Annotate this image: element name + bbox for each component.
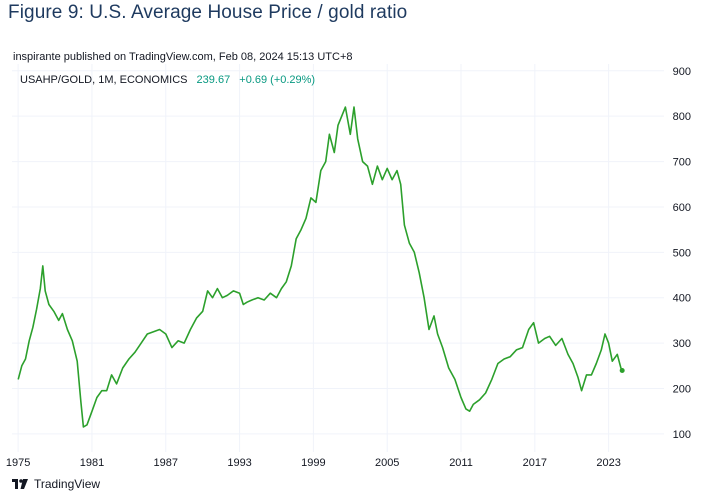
y-axis-ticks: 100 200 300 400 500 600 700 800 900: [673, 66, 691, 441]
chart-legend[interactable]: USAHP/GOLD, 1M, ECONOMICS 239.67 +0.69 (…: [20, 74, 315, 86]
x-tick-label: 2005: [375, 457, 399, 469]
legend-symbol: USAHP/GOLD, 1M, ECONOMICS: [20, 74, 188, 86]
y-tick-label: 700: [673, 157, 691, 169]
y-tick-label: 100: [673, 429, 691, 441]
y-tick-label: 300: [673, 338, 691, 350]
y-tick-label: 500: [673, 247, 691, 259]
x-tick-label: 1993: [227, 457, 251, 469]
tradingview-icon: [12, 479, 28, 489]
legend-last-value: 239.67: [196, 74, 231, 86]
series-line-usahp-gold: [17, 106, 623, 428]
brand-label: TradingView: [34, 477, 101, 491]
y-tick-label: 900: [673, 66, 691, 78]
x-tick-label: 2023: [596, 457, 620, 469]
tradingview-logo[interactable]: TradingView: [12, 477, 100, 491]
y-tick-label: 600: [673, 202, 691, 214]
y-tick-label: 200: [673, 383, 691, 395]
figure-title: Figure 9: U.S. Average House Price / gol…: [8, 2, 408, 23]
x-tick-label: 1975: [6, 457, 30, 469]
y-tick-label: 800: [673, 111, 691, 123]
published-caption: inspirante published on TradingView.com,…: [13, 51, 353, 63]
gridlines: [12, 64, 664, 452]
x-axis-ticks: 1975 1981 1987 1993 1999 2005 2011 2017 2023: [6, 457, 621, 469]
x-tick-label: 2011: [449, 457, 473, 469]
x-tick-label: 1981: [80, 457, 104, 469]
x-tick-label: 2017: [523, 457, 547, 469]
last-value-marker: [619, 367, 625, 373]
x-tick-label: 1987: [154, 457, 178, 469]
x-tick-label: 1999: [301, 457, 325, 469]
y-tick-label: 400: [673, 293, 691, 305]
legend-change: +0.69 (+0.29%): [239, 74, 316, 86]
